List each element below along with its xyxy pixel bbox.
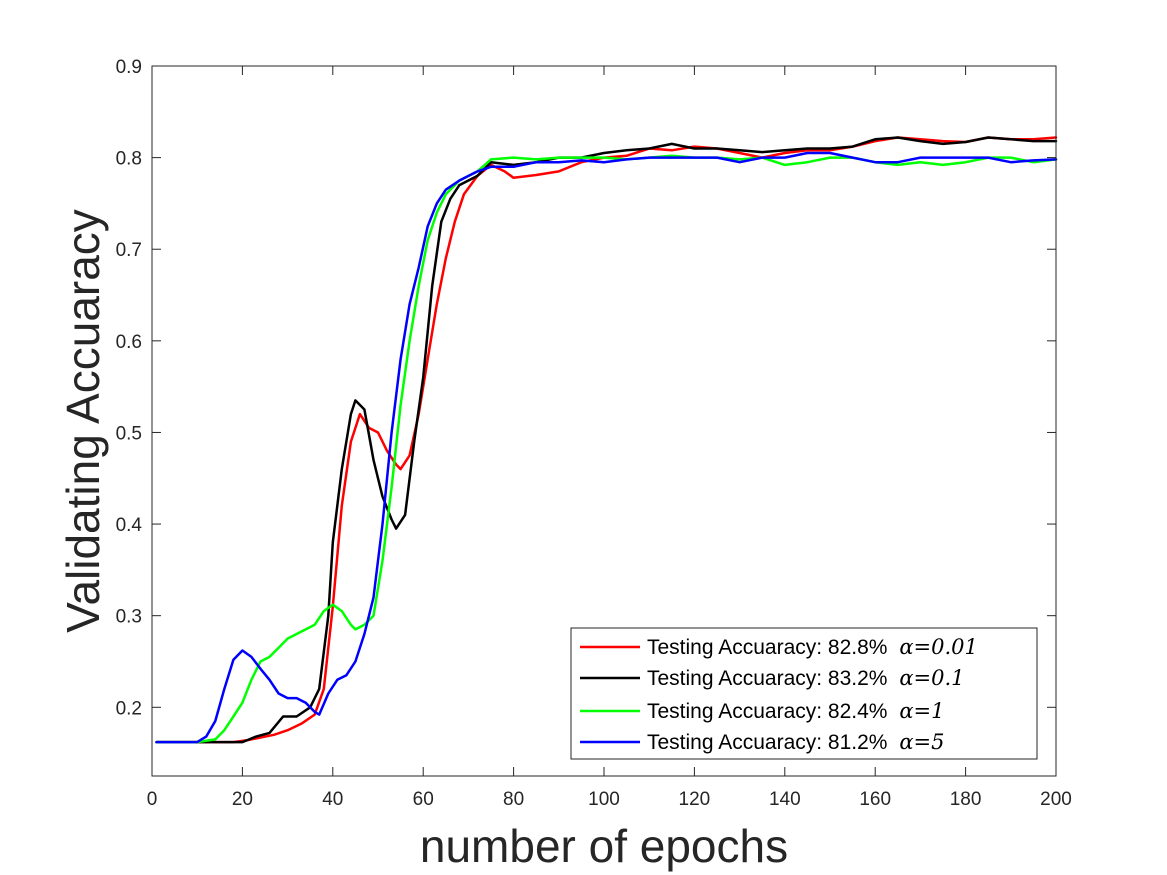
tick-label-layer: 0 20 40 60 80 100 120 140 160 180 200 0.2 0.3 0.4 0.5 0… [116,57,1072,810]
legend-alpha-value: α=1 [899,699,944,723]
tick-layer [151,65,1057,776]
y-tick-label: 0.3 [116,607,142,628]
x-tick-label: 100 [588,789,620,810]
x-tick-label: 60 [413,789,434,810]
legend-box [570,627,1038,760]
x-axis-label: number of epochs [420,820,788,872]
legend-entry: Testing Accuaracy: 83.2% α=0.1 [580,666,965,690]
y-tick-label: 0.9 [116,57,142,78]
x-tick-label: 80 [503,789,524,810]
legend-series-name: Testing Accuaracy: 83.2% [647,667,887,690]
series-line [155,136,1058,744]
y-tick-label: 0.4 [116,515,143,536]
x-tick-label: 120 [679,789,711,810]
legend-series-name: Testing Accuaracy: 82.8% [647,636,887,659]
legend-entry: Testing Accuaracy: 82.8% α=0.01 [580,635,978,659]
legend-entry-label: Testing Accuaracy: 83.2% α=0.1 [647,666,965,690]
x-tick-label: 20 [232,789,253,810]
legend: Testing Accuaracy: 82.8% α=0.01 Testing … [570,627,1038,760]
legend-entry-label: Testing Accuaracy: 81.2% α=5 [647,730,944,754]
y-tick-label: 0.2 [116,698,142,719]
y-tick-label: 0.5 [116,423,142,444]
legend-entry-label: Testing Accuaracy: 82.4% α=1 [647,699,944,723]
legend-alpha-value: α=0.01 [899,635,978,659]
y-tick-label: 0.6 [116,332,142,353]
legend-series-name: Testing Accuaracy: 82.4% [647,700,887,723]
series-line [155,154,1058,744]
series-line [155,151,1058,744]
x-tick-label: 200 [1040,789,1072,810]
y-tick-label: 0.8 [116,149,142,170]
legend-entry-label: Testing Accuaracy: 82.8% α=0.01 [647,635,978,659]
x-tick-label: 0 [147,789,158,810]
legend-series-name: Testing Accuaracy: 81.2% [647,731,887,754]
legend-entry: Testing Accuaracy: 82.4% α=1 [580,699,944,723]
x-tick-label: 160 [859,789,891,810]
x-tick-label: 180 [950,789,982,810]
legend-alpha-value: α=5 [899,730,944,754]
x-tick-label: 140 [769,789,801,810]
legend-alpha-value: α=0.1 [899,666,964,690]
series-layer [155,136,1058,744]
x-tick-label: 40 [322,789,343,810]
legend-entry: Testing Accuaracy: 81.2% α=5 [580,730,944,754]
y-axis-label: Validating Accuaracy [57,209,109,633]
y-tick-label: 0.7 [116,240,142,261]
